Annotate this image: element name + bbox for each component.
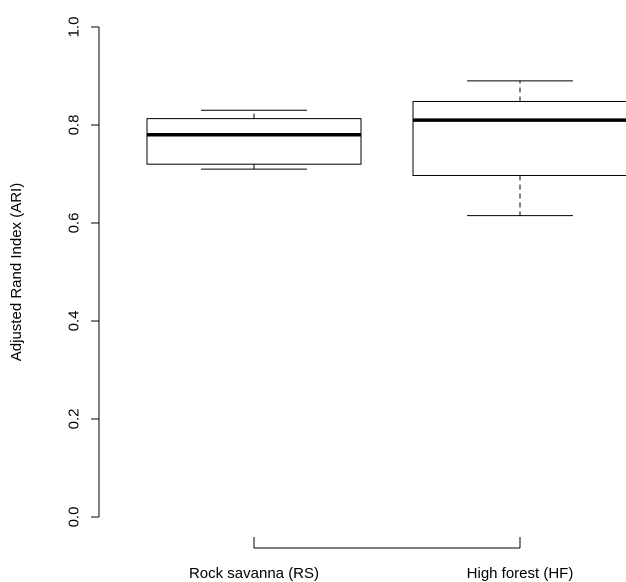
y-tick-label: 0.0 — [65, 507, 82, 528]
box-group — [412, 80, 626, 217]
box-group — [146, 109, 362, 170]
box-iqr — [146, 118, 362, 165]
box-iqr — [412, 100, 626, 176]
y-tick-label: 0.4 — [65, 311, 82, 332]
y-axis-title: Adjusted Rand Index (ARI) — [8, 183, 25, 361]
x-tick-label: High forest (HF) — [467, 565, 574, 582]
boxes — [146, 80, 626, 217]
y-tick-label: 0.2 — [65, 409, 82, 430]
y-tick-label: 0.8 — [65, 115, 82, 136]
y-tick-label: 1.0 — [65, 17, 82, 38]
y-axis: 0.0 0.2 0.4 0.6 0.8 1.0 — [65, 17, 100, 528]
x-tick-label: Rock savanna (RS) — [189, 565, 319, 582]
y-tick-label: 0.6 — [65, 213, 82, 234]
x-axis: Rock savanna (RS) High forest (HF) — [189, 537, 573, 582]
